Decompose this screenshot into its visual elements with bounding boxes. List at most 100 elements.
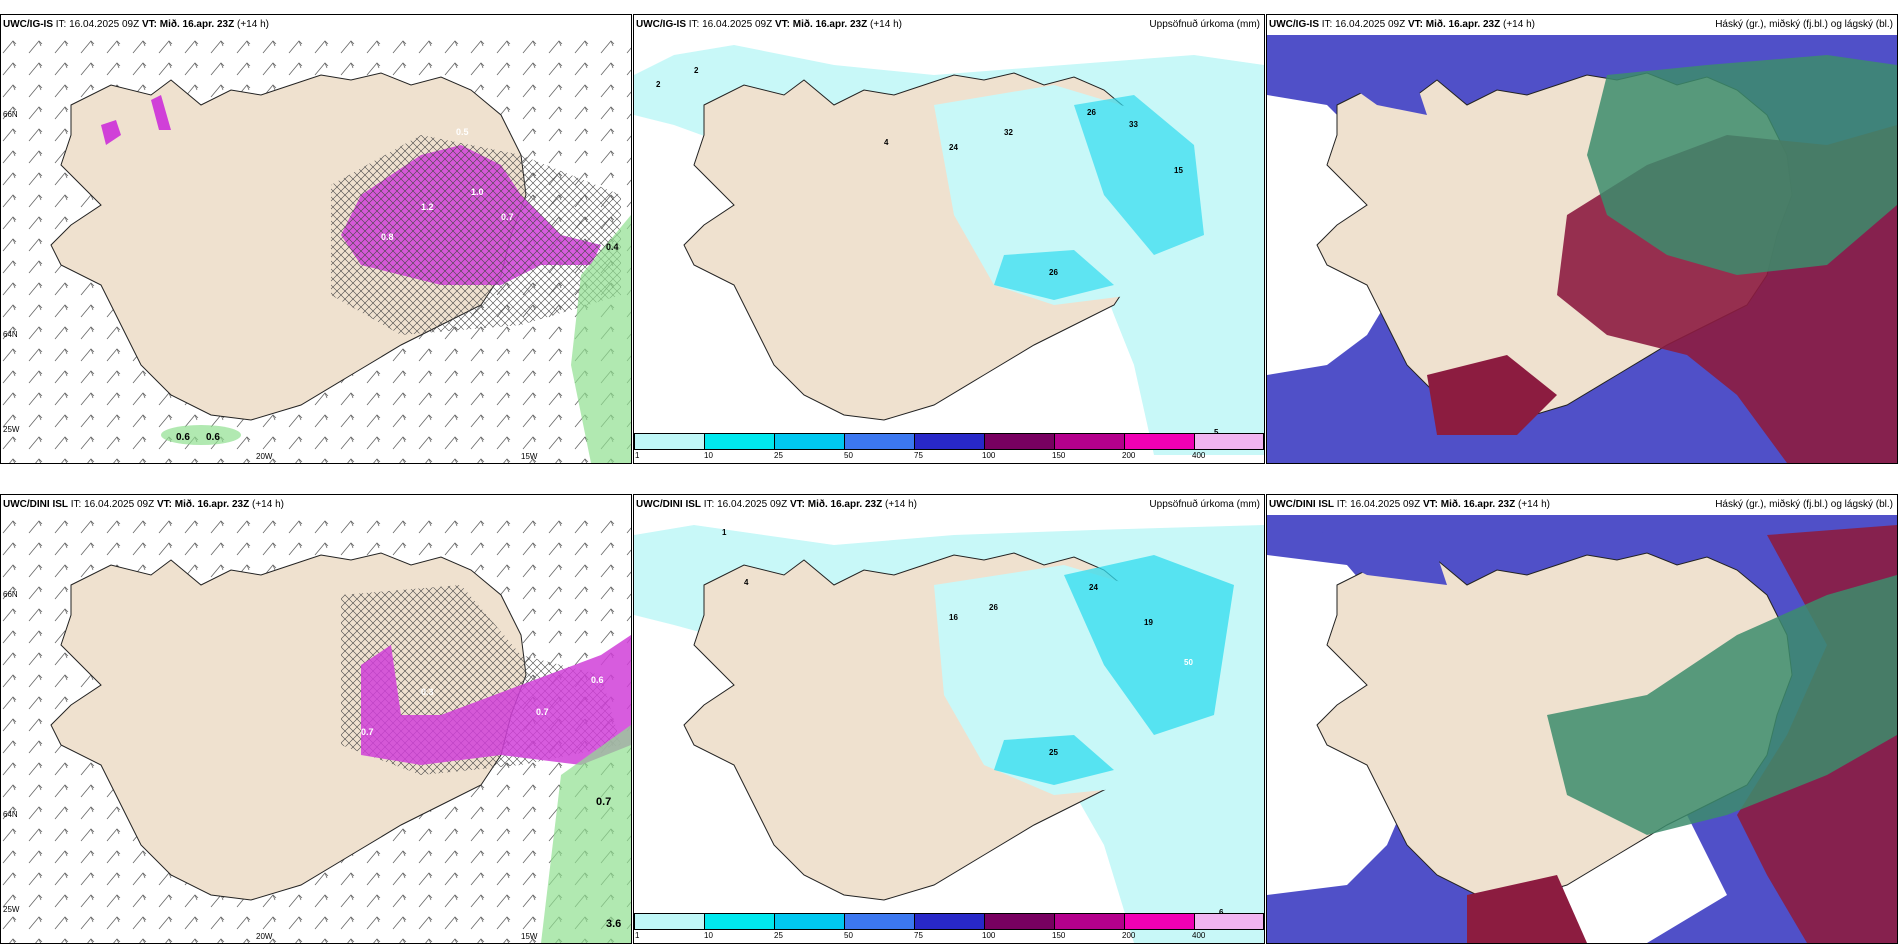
rain-label: 0.6 <box>206 432 220 443</box>
rain-label: 0.6 <box>176 432 190 443</box>
snow-label: 1.2 <box>421 202 434 212</box>
snow-label: 0.6 <box>591 675 604 685</box>
mid-cloud-west <box>1307 55 1427 115</box>
colorbar-tick: 10 <box>704 931 713 940</box>
precip-label: 15 <box>1174 166 1183 175</box>
colorbar-tick: 75 <box>914 931 923 940</box>
precip-label: 2 <box>656 80 661 89</box>
precip-label: 6 <box>1219 908 1224 917</box>
wind-snow-map: 0.7 0.3 0.7 0.6 0.7 3.6 <box>1 515 631 943</box>
hatch-area <box>331 135 621 335</box>
colorbar-swatch <box>704 913 775 930</box>
precip-label: 16 <box>949 613 958 622</box>
rain-east <box>571 215 631 463</box>
low-cloud-south <box>1427 355 1557 435</box>
precip-label: 26 <box>1087 108 1096 117</box>
panel-ig-precip: UWC/IG-IS IT: 16.04.2025 09Z VT: Mið. 16… <box>633 14 1265 464</box>
high-cloud-area <box>1587 55 1897 275</box>
colorbar-tick: 25 <box>774 931 783 940</box>
lon-label: 15W <box>521 932 538 941</box>
colorbar-swatch <box>1054 433 1125 450</box>
colorbar-tick: 75 <box>914 451 923 460</box>
lon-label: 20W <box>256 452 273 461</box>
colorbar-swatch <box>774 913 845 930</box>
panel-header: UWC/DINI ISL IT: 16.04.2025 09Z VT: Mið.… <box>634 495 1264 515</box>
precip-label: 4 <box>744 578 749 587</box>
cloud-map <box>1267 515 1897 943</box>
rain-label: 3.6 <box>606 918 621 930</box>
colorbar-swatch <box>984 913 1055 930</box>
rain-label: 0.7 <box>596 796 611 808</box>
colorbar-tick: 1 <box>635 931 640 940</box>
wind-snow-map: 1.2 1.0 0.8 0.7 0.4 0.5 0.6 0.6 <box>1 35 631 463</box>
colorbar: 1 10 25 50 75 100 150 200 400 <box>634 433 1264 463</box>
colorbar-tick: 25 <box>774 451 783 460</box>
cloud-map <box>1267 35 1897 463</box>
snow-label: 0.7 <box>361 727 374 737</box>
colorbar-swatch <box>1194 913 1264 930</box>
mid-cloud-west <box>1287 525 1447 585</box>
colorbar-swatch <box>914 433 985 450</box>
snow-area <box>361 635 631 765</box>
precip-label: 32 <box>1004 128 1013 137</box>
rain-south <box>161 425 241 445</box>
precip-label: 4 <box>884 138 889 147</box>
colorbar-swatch <box>634 433 705 450</box>
precip-label: 2 <box>694 66 699 75</box>
precip-heavy-area <box>994 555 1234 785</box>
colorbar-tick: 100 <box>982 931 996 940</box>
snow-label: 0.7 <box>536 707 549 717</box>
precip-map: 1 4 16 26 24 19 50 25 6 <box>634 525 1264 943</box>
precip-heavy-area <box>994 95 1204 300</box>
colorbar-tick: 50 <box>844 931 853 940</box>
panel-header: UWC/IG-IS IT: 16.04.2025 09Z VT: Mið. 16… <box>1267 15 1897 35</box>
precip-label: 26 <box>989 603 998 612</box>
panel-ig-wind: UWC/IG-IS IT: 16.04.2025 09Z VT: Mið. 16… <box>0 14 632 464</box>
precip-label: 50 <box>1184 658 1193 667</box>
precip-label: 33 <box>1129 120 1138 129</box>
lon-label: 25W <box>3 425 20 434</box>
colorbar: 1 10 25 50 75 100 150 200 400 <box>634 913 1264 943</box>
colorbar-tick: 100 <box>982 451 996 460</box>
panel-header: UWC/DINI ISL IT: 16.04.2025 09Z VT: Mið.… <box>1267 495 1897 515</box>
precip-map: 2 2 4 24 32 26 33 15 26 5 <box>634 45 1264 455</box>
panel-header: UWC/DINI ISL IT: 16.04.2025 09Z VT: Mið.… <box>1 495 631 515</box>
low-cloud-south <box>1467 875 1587 943</box>
lat-label: 64N <box>3 330 18 339</box>
precip-label: 5 <box>1214 428 1219 437</box>
rain-east <box>541 725 631 943</box>
panel-header: UWC/IG-IS IT: 16.04.2025 09Z VT: Mið. 16… <box>1 15 631 35</box>
precip-label: 24 <box>949 143 958 152</box>
colorbar-tick: 10 <box>704 451 713 460</box>
colorbar-swatch <box>774 433 845 450</box>
lat-label: 66N <box>3 590 18 599</box>
panel-dini-wind: UWC/DINI ISL IT: 16.04.2025 09Z VT: Mið.… <box>0 494 632 944</box>
high-cloud-area <box>1547 575 1897 835</box>
panel-dini-precip: UWC/DINI ISL IT: 16.04.2025 09Z VT: Mið.… <box>633 494 1265 944</box>
colorbar-swatch <box>984 433 1055 450</box>
lon-label: 15W <box>521 452 538 461</box>
precip-label: 25 <box>1049 748 1058 757</box>
colorbar-tick: 400 <box>1192 451 1206 460</box>
colorbar-swatch <box>1194 433 1264 450</box>
colorbar-tick: 400 <box>1192 931 1206 940</box>
precip-label: 1 <box>722 528 727 537</box>
colorbar-swatch <box>844 433 915 450</box>
colorbar-tick: 150 <box>1052 931 1066 940</box>
panel-ig-clouds: UWC/IG-IS IT: 16.04.2025 09Z VT: Mið. 16… <box>1266 14 1898 464</box>
lon-label: 25W <box>3 905 20 914</box>
colorbar-tick: 200 <box>1122 931 1136 940</box>
colorbar-swatch <box>1054 913 1125 930</box>
precip-label: 19 <box>1144 618 1153 627</box>
colorbar-tick: 50 <box>844 451 853 460</box>
snow-label: 1.0 <box>471 187 484 197</box>
lon-label: 20W <box>256 932 273 941</box>
colorbar-swatch <box>634 913 705 930</box>
colorbar-swatch <box>914 913 985 930</box>
snow-label: 0.3 <box>421 687 434 697</box>
precip-label: 26 <box>1049 268 1058 277</box>
colorbar-tick: 150 <box>1052 451 1066 460</box>
colorbar-swatch <box>844 913 915 930</box>
snow-label: 0.8 <box>381 232 394 242</box>
snow-label: 0.5 <box>456 127 469 137</box>
